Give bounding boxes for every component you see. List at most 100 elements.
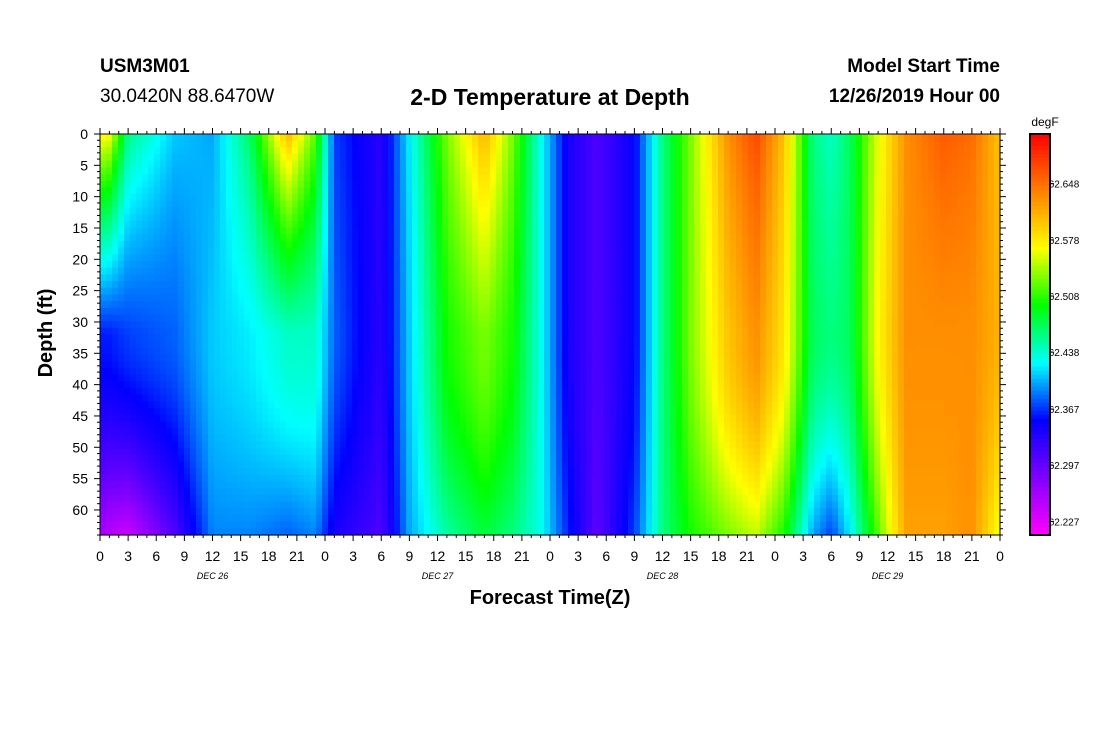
heatmap-cell (478, 154, 485, 162)
heatmap-cell (376, 468, 383, 476)
heatmap-cell (352, 334, 359, 342)
heatmap-cell (304, 167, 311, 175)
heatmap-cell (322, 521, 329, 529)
heatmap-cell (580, 260, 587, 269)
heatmap-cell (106, 194, 113, 202)
heatmap-cell (358, 174, 365, 182)
heatmap-cell (130, 167, 137, 175)
heatmap-cell (118, 454, 125, 463)
heatmap-cell (124, 401, 131, 409)
heatmap-cell (262, 281, 269, 289)
heatmap-cell (124, 361, 131, 369)
heatmap-cell (472, 481, 479, 489)
heatmap-cell (130, 347, 137, 356)
heatmap-cell (160, 147, 167, 155)
heatmap-cell (328, 474, 335, 483)
heatmap-cell (196, 481, 203, 489)
heatmap-cell (580, 514, 587, 523)
heatmap-cell (172, 134, 179, 142)
heatmap-cell (394, 441, 401, 449)
heatmap-cell (484, 327, 491, 336)
heatmap-cell (160, 194, 167, 202)
heatmap-cell (274, 488, 281, 496)
heatmap-cell (592, 528, 599, 536)
heatmap-cell (496, 441, 503, 449)
heatmap-cell (136, 314, 143, 322)
heatmap-cell (298, 187, 305, 195)
heatmap-cell (568, 501, 575, 509)
heatmap-cell (142, 481, 149, 489)
heatmap-cell (520, 247, 527, 255)
heatmap-cell (592, 254, 599, 262)
heatmap-cell (196, 174, 203, 182)
heatmap-cell (544, 421, 551, 429)
heatmap-cell (112, 441, 119, 449)
heatmap-cell (340, 307, 347, 316)
heatmap-cell (166, 421, 173, 429)
heatmap-cell (298, 134, 305, 142)
heatmap-cell (346, 501, 353, 509)
heatmap-cell (268, 508, 275, 516)
heatmap-cell (238, 214, 245, 222)
heatmap-cell (346, 267, 353, 275)
heatmap-cell (202, 454, 209, 463)
heatmap-cell (406, 187, 413, 195)
heatmap-cell (370, 421, 377, 429)
heatmap-cell (280, 220, 287, 229)
heatmap-cell (406, 147, 413, 155)
heatmap-cell (190, 514, 197, 523)
heatmap-cell (442, 434, 449, 443)
heatmap-cell (304, 468, 311, 476)
heatmap-cell (586, 374, 593, 382)
heatmap-cell (592, 374, 599, 382)
heatmap-cell (538, 220, 545, 229)
heatmap-cell (172, 234, 179, 242)
heatmap-cell (358, 521, 365, 529)
heatmap-cell (478, 327, 485, 336)
heatmap-cell (574, 394, 581, 402)
heatmap-cell (274, 448, 281, 456)
heatmap-cell (466, 488, 473, 496)
heatmap-cell (340, 441, 347, 449)
heatmap-cell (244, 134, 251, 142)
heatmap-cell (124, 260, 131, 269)
heatmap-cell (238, 501, 245, 509)
heatmap-cell (238, 488, 245, 496)
heatmap-cell (220, 187, 227, 195)
heatmap-cell (496, 414, 503, 422)
heatmap-cell (244, 434, 251, 443)
heatmap-cell (526, 488, 533, 496)
heatmap-cell (400, 387, 407, 396)
heatmap-cell (286, 274, 293, 282)
heatmap-cell (106, 301, 113, 309)
heatmap-cell (298, 454, 305, 463)
heatmap-cell (568, 287, 575, 295)
heatmap-cell (502, 448, 509, 456)
heatmap-cell (292, 401, 299, 409)
heatmap-cell (334, 234, 341, 242)
heatmap-cell (376, 200, 383, 209)
heatmap-cell (124, 394, 131, 402)
heatmap-cell (304, 501, 311, 509)
heatmap-cell (106, 267, 113, 275)
heatmap-cell (148, 247, 155, 255)
heatmap-cell (436, 260, 443, 269)
heatmap-cell (316, 147, 323, 155)
heatmap-cell (502, 494, 509, 503)
heatmap-cell (346, 281, 353, 289)
heatmap-cell (556, 301, 563, 309)
heatmap-cell (358, 287, 365, 295)
heatmap-cell (514, 481, 521, 489)
heatmap-cell (208, 287, 215, 295)
heatmap-cell (478, 374, 485, 382)
heatmap-cell (226, 494, 233, 503)
heatmap-cell (160, 481, 167, 489)
heatmap-cell (322, 180, 329, 189)
heatmap-cell (166, 428, 173, 436)
heatmap-cell (244, 227, 251, 235)
heatmap-cell (340, 401, 347, 409)
heatmap-cell (226, 140, 233, 148)
heatmap-cell (334, 267, 341, 275)
heatmap-cell (574, 501, 581, 509)
heatmap-cell (406, 301, 413, 309)
